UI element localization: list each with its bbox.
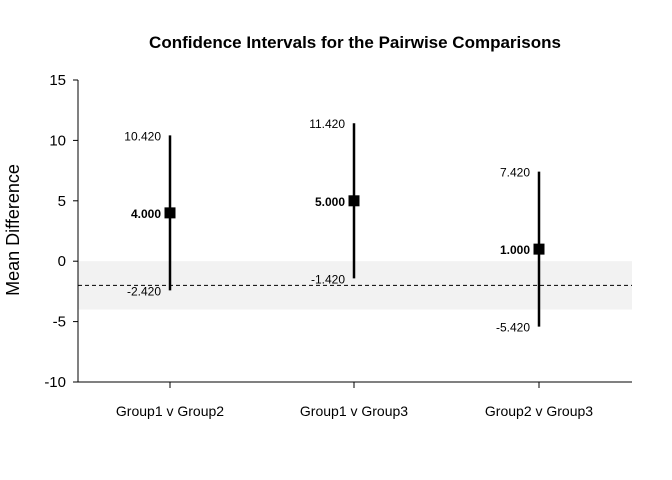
estimate-point [533, 243, 545, 255]
upper-bound-label: 7.420 [500, 166, 530, 180]
y-tick-label: 0 [58, 253, 66, 270]
y-tick-label: 5 [58, 193, 66, 210]
chart-title: Confidence Intervals for the Pairwise Co… [149, 33, 561, 52]
y-tick-label: -10 [44, 374, 66, 391]
estimate-label: 4.000 [131, 207, 161, 221]
estimate-label: 5.000 [315, 195, 345, 209]
x-category-label: Group2 v Group3 [485, 403, 593, 419]
y-axis-label: Mean Difference [3, 164, 23, 296]
y-tick-label: 10 [49, 132, 66, 149]
lower-bound-label: -5.420 [496, 321, 530, 335]
upper-bound-label: 10.420 [124, 129, 161, 143]
x-category-label: Group1 v Group3 [300, 403, 408, 419]
lower-bound-label: -1.420 [311, 272, 345, 286]
estimate-label: 1.000 [500, 243, 530, 257]
lower-bound-label: -2.420 [127, 284, 161, 298]
x-category-label: Group1 v Group2 [116, 403, 224, 419]
y-tick-label: -5 [53, 314, 66, 331]
estimate-point [348, 195, 360, 207]
y-tick-label: 15 [49, 72, 66, 89]
estimate-point [164, 207, 176, 219]
upper-bound-label: 11.420 [309, 117, 345, 131]
